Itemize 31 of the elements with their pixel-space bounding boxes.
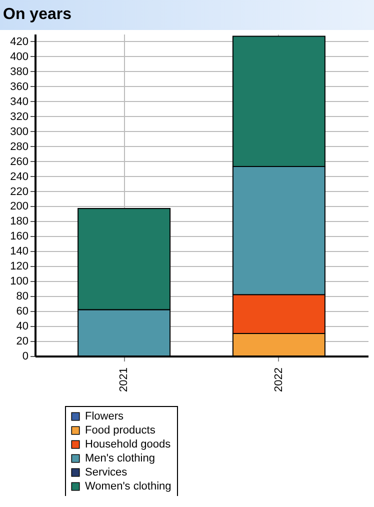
y-tick-label: 300 bbox=[10, 126, 28, 138]
chart-title: On years bbox=[0, 0, 374, 30]
y-tick-label: 60 bbox=[16, 306, 28, 318]
legend-label: Household goods bbox=[85, 438, 172, 450]
y-tick-label: 40 bbox=[16, 320, 28, 333]
y-tick-label: 220 bbox=[10, 186, 28, 198]
y-tick-label: 420 bbox=[10, 36, 28, 48]
y-tick-label: 360 bbox=[10, 80, 28, 93]
legend-label: Services bbox=[85, 466, 128, 478]
legend-label: Flowers bbox=[85, 410, 124, 422]
y-tick-label: 380 bbox=[10, 66, 28, 78]
y-tick-label: 160 bbox=[10, 230, 28, 243]
y-tick-label: 0 bbox=[22, 350, 28, 362]
y-tick-label: 260 bbox=[10, 156, 28, 168]
x-tick-label: 2022 bbox=[272, 368, 285, 392]
y-tick-label: 20 bbox=[16, 336, 28, 348]
y-tick-label: 180 bbox=[10, 216, 28, 228]
y-tick-label: 200 bbox=[10, 200, 28, 213]
y-tick-label: 320 bbox=[10, 110, 28, 123]
y-tick-label: 140 bbox=[10, 246, 28, 258]
x-tick-label: 2021 bbox=[118, 368, 130, 392]
y-tick-label: 80 bbox=[16, 290, 28, 303]
y-tick-label: 280 bbox=[10, 140, 28, 153]
legend-label: Food products bbox=[85, 424, 156, 436]
y-tick-label: 100 bbox=[10, 276, 28, 288]
y-tick-label: 240 bbox=[10, 170, 28, 183]
y-tick-label: 340 bbox=[10, 96, 28, 108]
y-tick-label: 400 bbox=[10, 50, 28, 63]
y-tick-label: 120 bbox=[10, 260, 28, 273]
legend-label: Women's clothing bbox=[85, 480, 172, 492]
legend-label: Men's clothing bbox=[85, 452, 155, 464]
